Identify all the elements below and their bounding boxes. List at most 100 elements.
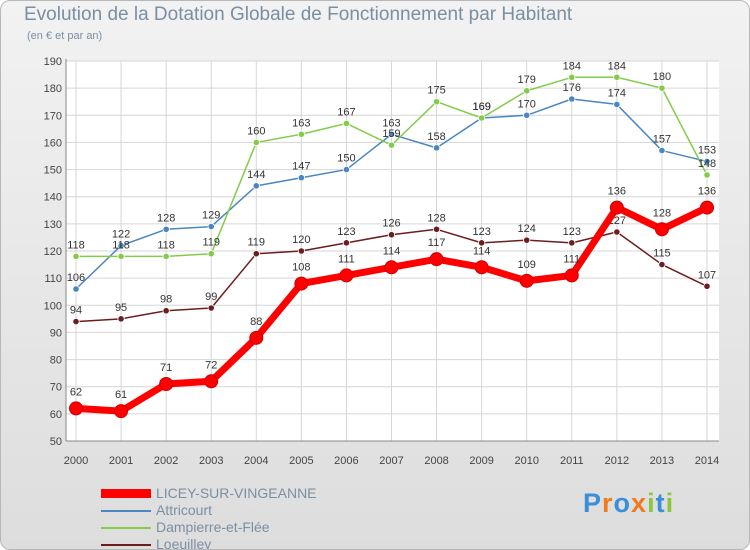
logo-letter: P bbox=[583, 488, 603, 518]
point-licey-sur-vingeanne bbox=[114, 404, 129, 419]
chart-title: Evolution de la Dotation Globale de Fonc… bbox=[24, 4, 573, 25]
data-label-attricourt: 144 bbox=[247, 169, 265, 181]
y-tick-label: 50 bbox=[50, 436, 62, 448]
data-label-dampierre-et-flee: 184 bbox=[608, 60, 626, 72]
data-label-attricourt: 163 bbox=[382, 117, 400, 129]
legend-swatch bbox=[101, 544, 151, 546]
point-loeuilley bbox=[342, 239, 351, 247]
data-label-dampierre-et-flee: 148 bbox=[698, 158, 716, 170]
legend-swatch bbox=[101, 489, 151, 498]
data-label-licey-sur-vingeanne: 62 bbox=[70, 386, 82, 398]
data-label-dampierre-et-flee: 163 bbox=[292, 117, 310, 129]
data-label-licey-sur-vingeanne: 136 bbox=[698, 186, 716, 198]
legend-swatch bbox=[101, 510, 151, 512]
point-attricourt bbox=[613, 100, 621, 109]
logo-letter: t bbox=[655, 488, 666, 518]
point-attricourt bbox=[252, 182, 260, 190]
x-tick-label: 2014 bbox=[695, 455, 719, 467]
point-licey-sur-vingeanne bbox=[564, 268, 579, 283]
point-dampierre-et-flee bbox=[387, 141, 396, 149]
point-attricourt bbox=[207, 222, 215, 231]
data-label-attricourt: 169 bbox=[472, 101, 490, 113]
y-tick-label: 130 bbox=[44, 219, 62, 231]
point-loeuilley bbox=[117, 315, 125, 323]
x-tick-label: 2008 bbox=[424, 455, 448, 467]
logo-letter: i bbox=[665, 488, 675, 518]
data-label-dampierre-et-flee: 169 bbox=[472, 101, 490, 113]
x-tick-label: 2011 bbox=[560, 455, 584, 467]
y-tick-label: 150 bbox=[44, 165, 62, 177]
x-tick-label: 2004 bbox=[244, 455, 268, 467]
point-attricourt bbox=[523, 111, 531, 119]
point-licey-sur-vingeanne bbox=[339, 268, 354, 283]
point-dampierre-et-flee bbox=[162, 252, 170, 261]
point-loeuilley bbox=[523, 236, 531, 244]
data-label-dampierre-et-flee: 119 bbox=[202, 237, 220, 249]
data-label-loeuilley: 123 bbox=[472, 226, 490, 238]
data-label-loeuilley: 119 bbox=[248, 237, 266, 249]
data-label-licey-sur-vingeanne: 128 bbox=[653, 207, 671, 219]
point-loeuilley bbox=[72, 317, 80, 326]
data-label-licey-sur-vingeanne: 72 bbox=[205, 359, 217, 371]
point-loeuilley bbox=[297, 247, 305, 255]
data-label-attricourt: 106 bbox=[67, 272, 85, 284]
x-tick-label: 2007 bbox=[379, 455, 403, 467]
point-dampierre-et-flee bbox=[703, 171, 711, 179]
y-tick-label: 80 bbox=[50, 355, 62, 367]
point-licey-sur-vingeanne bbox=[69, 401, 83, 416]
x-tick-label: 2003 bbox=[199, 455, 223, 467]
point-licey-sur-vingeanne bbox=[384, 260, 399, 275]
data-label-attricourt: 128 bbox=[157, 212, 175, 224]
point-attricourt bbox=[72, 285, 80, 293]
logo-letter: x bbox=[631, 488, 648, 518]
point-loeuilley bbox=[568, 239, 576, 247]
point-dampierre-et-flee bbox=[568, 73, 576, 81]
data-label-dampierre-et-flee: 175 bbox=[427, 85, 445, 97]
data-label-dampierre-et-flee: 179 bbox=[518, 74, 536, 86]
data-label-attricourt: 176 bbox=[563, 82, 581, 94]
data-label-dampierre-et-flee: 180 bbox=[653, 71, 671, 83]
point-attricourt bbox=[568, 95, 576, 103]
x-tick-label: 2000 bbox=[64, 455, 88, 467]
data-label-loeuilley: 98 bbox=[160, 294, 172, 306]
data-label-dampierre-et-flee: 118 bbox=[157, 239, 175, 251]
point-loeuilley bbox=[162, 307, 170, 315]
chart-subtitle: (en € et par an) bbox=[27, 30, 103, 42]
y-tick-label: 180 bbox=[44, 83, 62, 95]
point-licey-sur-vingeanne bbox=[609, 200, 624, 215]
data-label-licey-sur-vingeanne: 111 bbox=[563, 253, 580, 265]
data-label-loeuilley: 94 bbox=[70, 305, 82, 317]
data-label-attricourt: 129 bbox=[202, 210, 220, 222]
point-dampierre-et-flee bbox=[478, 114, 486, 122]
y-tick-label: 100 bbox=[44, 300, 62, 312]
data-label-licey-sur-vingeanne: 117 bbox=[428, 237, 446, 249]
x-tick-label: 2002 bbox=[154, 455, 178, 467]
point-attricourt bbox=[342, 165, 351, 174]
data-label-licey-sur-vingeanne: 109 bbox=[518, 259, 536, 271]
point-attricourt bbox=[297, 174, 305, 182]
legend-label: LICEY-SUR-VINGEANNE bbox=[156, 485, 317, 501]
point-dampierre-et-flee bbox=[252, 138, 260, 147]
x-tick-label: 2001 bbox=[109, 455, 133, 467]
plot-area: 50 60 70 80 90 100 110 120 130 140 150 160 170 180 190… bbox=[44, 56, 720, 467]
point-attricourt bbox=[387, 130, 396, 138]
point-attricourt bbox=[658, 146, 666, 155]
y-tick-label: 170 bbox=[44, 110, 62, 122]
data-label-dampierre-et-flee: 167 bbox=[337, 106, 355, 118]
data-label-loeuilley: 115 bbox=[653, 248, 671, 260]
proxiti-logo: Proxiti bbox=[583, 488, 674, 519]
x-tick-label: 2005 bbox=[289, 455, 313, 467]
point-dampierre-et-flee bbox=[117, 252, 125, 261]
point-loeuilley bbox=[613, 228, 621, 236]
point-loeuilley bbox=[207, 304, 215, 312]
x-tick-label: 2009 bbox=[469, 455, 493, 467]
data-label-attricourt: 147 bbox=[292, 161, 310, 173]
data-label-loeuilley: 99 bbox=[205, 291, 217, 303]
data-label-loeuilley: 120 bbox=[292, 234, 310, 246]
point-dampierre-et-flee bbox=[342, 119, 351, 128]
point-licey-sur-vingeanne bbox=[474, 260, 489, 275]
data-label-dampierre-et-flee: 118 bbox=[67, 239, 85, 251]
data-label-loeuilley: 128 bbox=[427, 212, 445, 224]
data-label-attricourt: 174 bbox=[608, 87, 626, 99]
point-dampierre-et-flee bbox=[207, 250, 215, 258]
